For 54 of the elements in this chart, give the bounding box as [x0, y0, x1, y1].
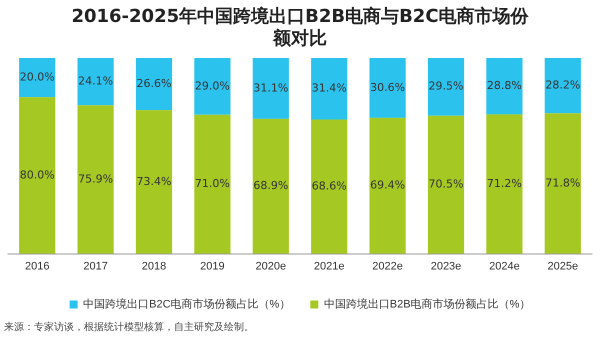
x-tick-label: 2019: [200, 260, 225, 272]
bar: [19, 97, 56, 254]
bar: [486, 58, 523, 114]
bar: [311, 119, 348, 254]
data-label: 68.9%: [253, 179, 288, 192]
data-label: 71.2%: [486, 176, 522, 190]
data-label: 28.2%: [545, 78, 580, 92]
bar: [136, 58, 172, 110]
x-tick-label: 2024e: [489, 260, 520, 272]
data-label: 69.4%: [370, 178, 406, 192]
data-label: 71.0%: [194, 177, 230, 190]
bar: [486, 114, 523, 254]
data-label: 28.8%: [486, 79, 522, 92]
data-label: 31.4%: [312, 82, 347, 95]
bar: [252, 58, 289, 119]
x-tick-label: 2020e: [256, 260, 286, 272]
bar: [136, 110, 172, 254]
legend-label: 中国跨境出口B2C电商市场份额占比（%）: [83, 298, 290, 311]
data-label: 73.4%: [136, 174, 172, 188]
bar: [369, 118, 406, 254]
data-label: 29.0%: [194, 79, 230, 92]
x-tick-label: 2021e: [314, 260, 344, 272]
x-tick-label: 2025e: [548, 260, 578, 272]
data-label: 30.6%: [370, 80, 406, 94]
data-label: 70.5%: [428, 178, 464, 191]
bar: [77, 58, 114, 106]
chart-title: 2016-2025年中国跨境出口B2B电商与B2C电商市场份额对比: [70, 6, 530, 50]
data-label: 75.9%: [78, 172, 114, 186]
data-label: 31.1%: [253, 81, 288, 94]
x-tick-label: 2023e: [430, 260, 462, 272]
x-tick-label: 2022e: [372, 260, 403, 272]
bar: [194, 58, 231, 115]
data-label: 26.6%: [136, 76, 172, 90]
data-label: 71.8%: [545, 176, 580, 190]
x-tick-label: 2016: [24, 260, 50, 272]
bar: [544, 58, 581, 114]
bar: [194, 114, 231, 254]
data-label: 68.6%: [312, 180, 347, 192]
bar: [19, 58, 56, 98]
data-label: 29.5%: [428, 80, 464, 93]
x-tick-label: 2017: [83, 260, 108, 272]
bar: [428, 116, 464, 254]
data-label: 20.0%: [20, 70, 55, 84]
bar: [544, 113, 581, 254]
legend-label: 中国跨境出口B2B电商市场份额占比（%）: [324, 298, 530, 311]
bar: [311, 58, 348, 120]
x-tick-label: 2018: [142, 260, 166, 272]
bar: [252, 118, 289, 254]
data-label: 24.1%: [78, 74, 114, 88]
data-label: 80.0%: [20, 168, 55, 182]
bar: [369, 58, 406, 118]
bar: [77, 105, 114, 254]
source-note: 来源：专家访谈，根据统计模型核算，自主研究及绘制。: [4, 320, 255, 334]
bar: [428, 58, 464, 116]
